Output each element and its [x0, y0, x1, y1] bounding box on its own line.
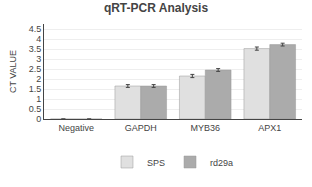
- svg-text:MYB36: MYB36: [190, 123, 220, 133]
- svg-text:SPS: SPS: [147, 158, 165, 168]
- svg-text:APX1: APX1: [258, 123, 281, 133]
- svg-text:0: 0: [36, 114, 41, 124]
- svg-text:rd29a: rd29a: [210, 158, 233, 168]
- svg-text:0.5: 0.5: [29, 104, 42, 114]
- svg-text:1.5: 1.5: [29, 84, 42, 94]
- svg-text:CT VALUE: CT VALUE: [8, 50, 18, 93]
- svg-text:GAPDH: GAPDH: [125, 123, 157, 133]
- svg-text:3: 3: [36, 54, 41, 64]
- svg-text:2: 2: [36, 74, 41, 84]
- svg-text:4: 4: [36, 34, 41, 44]
- svg-text:3.5: 3.5: [29, 44, 42, 54]
- svg-text:qRT-PCR Analysis: qRT-PCR Analysis: [104, 1, 209, 15]
- svg-text:Negative: Negative: [58, 123, 94, 133]
- svg-text:4.5: 4.5: [29, 24, 42, 34]
- svg-text:2.5: 2.5: [29, 64, 42, 74]
- svg-text:1: 1: [36, 94, 41, 104]
